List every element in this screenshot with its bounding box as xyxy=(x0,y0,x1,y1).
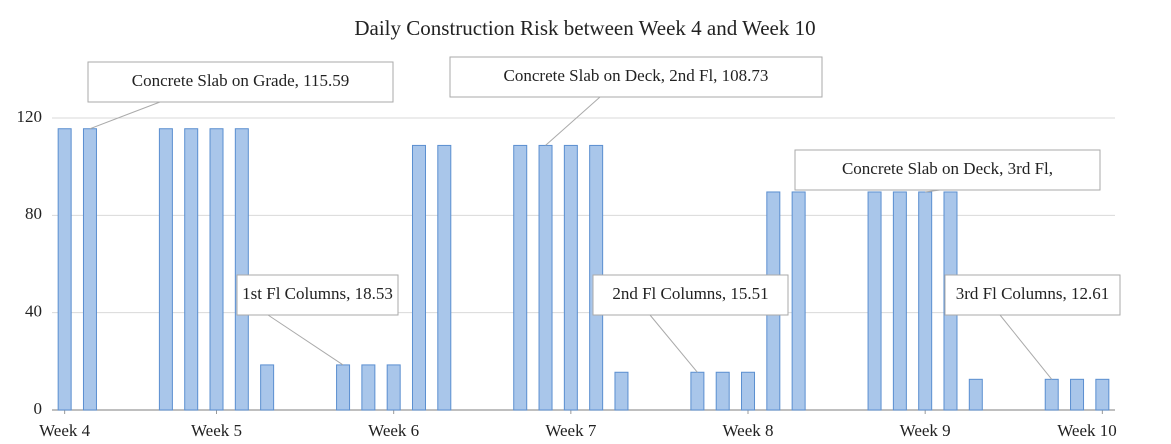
x-tick-label: Week 9 xyxy=(900,421,951,440)
callout-leader xyxy=(267,314,344,366)
bar xyxy=(361,364,376,411)
bar xyxy=(411,144,426,411)
x-tick-label: Week 10 xyxy=(1057,421,1117,440)
bar xyxy=(892,191,907,411)
callout-leader xyxy=(89,101,161,130)
callout-label: 1st Fl Columns, 18.53 xyxy=(242,284,393,303)
bar xyxy=(158,128,173,411)
bar xyxy=(741,371,756,411)
bar xyxy=(1044,378,1059,411)
y-tick-label: 0 xyxy=(34,399,43,418)
callout-box xyxy=(87,61,394,103)
x-tick-label: Week 4 xyxy=(39,421,91,440)
bar xyxy=(1070,378,1085,411)
callout-label: Concrete Slab on Deck, 2nd Fl, 108.73 xyxy=(504,66,769,85)
bar xyxy=(234,128,249,411)
x-tick-label: Week 7 xyxy=(545,421,597,440)
bar xyxy=(336,364,351,411)
y-tick-label: 120 xyxy=(17,107,43,126)
callout-box xyxy=(449,56,823,98)
bar xyxy=(260,364,275,411)
y-tick-label: 40 xyxy=(25,302,42,321)
bar xyxy=(968,378,983,411)
bar xyxy=(386,364,401,411)
callout-leader xyxy=(545,96,601,146)
x-tick-label: Week 8 xyxy=(722,421,773,440)
bar xyxy=(538,144,553,411)
y-tick-label: 80 xyxy=(25,204,42,223)
bar xyxy=(1095,378,1110,411)
bar xyxy=(513,144,528,411)
callout-box xyxy=(236,274,399,316)
bar xyxy=(437,144,452,411)
callout-box xyxy=(592,274,789,316)
callout-label: 2nd Fl Columns, 15.51 xyxy=(612,284,768,303)
x-tick-label: Week 6 xyxy=(368,421,419,440)
x-tick-label: Week 5 xyxy=(191,421,242,440)
bar xyxy=(184,128,199,411)
callout-leader xyxy=(999,314,1053,380)
bar xyxy=(918,191,933,411)
bar xyxy=(57,128,72,411)
callout-label: Concrete Slab on Grade, 115.59 xyxy=(132,71,349,90)
chart-title: Daily Construction Risk between Week 4 a… xyxy=(354,16,815,40)
bar xyxy=(867,191,882,411)
callout-label: 3rd Fl Columns, 12.61 xyxy=(956,284,1110,303)
bar xyxy=(82,128,97,411)
callout-leader xyxy=(649,314,698,373)
callout-box xyxy=(944,274,1121,316)
bar xyxy=(614,371,629,411)
bar xyxy=(563,144,578,411)
bar xyxy=(209,128,224,411)
bar xyxy=(715,371,730,411)
callout-label: Concrete Slab on Deck, 3rd Fl, xyxy=(842,159,1053,178)
bar xyxy=(791,191,806,411)
bar xyxy=(690,371,705,411)
callout-box xyxy=(794,149,1101,191)
